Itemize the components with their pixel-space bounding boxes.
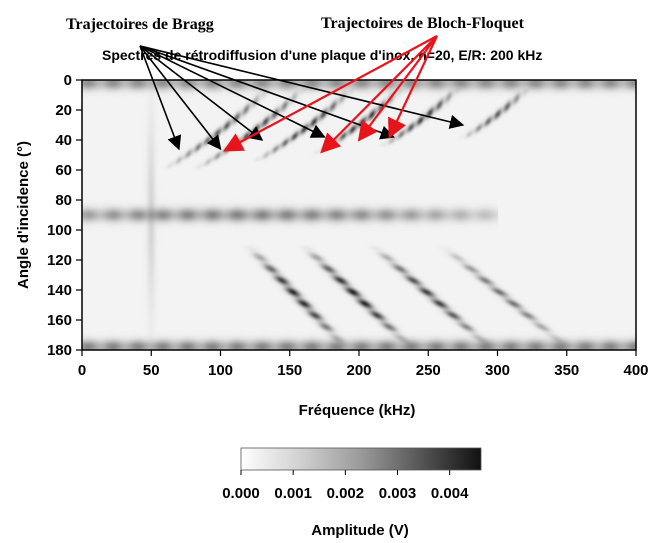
y-tick-label: 120 [47, 252, 72, 269]
colorbar [240, 447, 482, 471]
colorbar-ticks: 0.000 0.001 0.002 0.003 0.004 [222, 470, 469, 502]
colorbar-label: Amplitude (V) [311, 522, 409, 539]
y-tick-label: 20 [55, 102, 72, 119]
colorbar-tick-label: 0.001 [274, 485, 312, 502]
y-tick-label: 40 [55, 132, 72, 149]
x-tick-label: 50 [143, 362, 160, 379]
heatmap-container [82, 80, 636, 350]
x-tick-label: 0 [78, 362, 86, 379]
bloch-floquet-annotation-label: Trajectoires de Bloch-Floquet [321, 15, 525, 32]
x-tick-label: 350 [554, 362, 579, 379]
bragg-arrow [139, 45, 264, 141]
bragg-arrow [139, 45, 182, 151]
colorbar-tick-label: 0.004 [431, 485, 469, 502]
bloch-floquet-arrow [222, 35, 438, 152]
x-tick-label: 300 [485, 362, 510, 379]
heatmap-canvas [82, 80, 636, 350]
bloch-floquet-arrow [388, 35, 438, 139]
bragg-arrow [139, 45, 465, 129]
annotation-arrows [139, 35, 465, 154]
y-tick-label: 100 [47, 222, 72, 239]
bloch-floquet-arrow [357, 35, 438, 142]
colorbar-tick-label: 0.000 [222, 485, 260, 502]
x-tick-label: 100 [208, 362, 233, 379]
y-tick-label: 180 [47, 342, 72, 359]
chart-title: Spectres de rétrodiffusion d'une plaque … [102, 47, 542, 63]
y-axis: 0 20 40 60 80 100 120 140 160 180 [47, 72, 82, 359]
x-tick-label: 200 [346, 362, 371, 379]
y-tick-label: 0 [64, 72, 72, 89]
y-axis-label: Angle d'incidence (°) [15, 141, 32, 289]
y-tick-label: 160 [47, 312, 72, 329]
x-tick-label: 150 [277, 362, 302, 379]
colorbar-tick-label: 0.002 [327, 485, 365, 502]
y-tick-label: 60 [55, 162, 72, 179]
x-tick-label: 400 [623, 362, 648, 379]
bragg-arrow [139, 45, 222, 151]
y-tick-label: 140 [47, 282, 72, 299]
x-axis: 0 50 100 150 200 250 300 350 400 [78, 350, 649, 379]
bloch-floquet-arrow [320, 35, 438, 154]
bragg-annotation-label: Trajectoires de Bragg [66, 16, 214, 33]
bragg-arrow [139, 45, 326, 138]
colorbar-tick-label: 0.003 [379, 485, 417, 502]
x-tick-label: 250 [416, 362, 441, 379]
y-tick-label: 80 [55, 192, 72, 209]
x-axis-label: Fréquence (kHz) [299, 402, 416, 419]
